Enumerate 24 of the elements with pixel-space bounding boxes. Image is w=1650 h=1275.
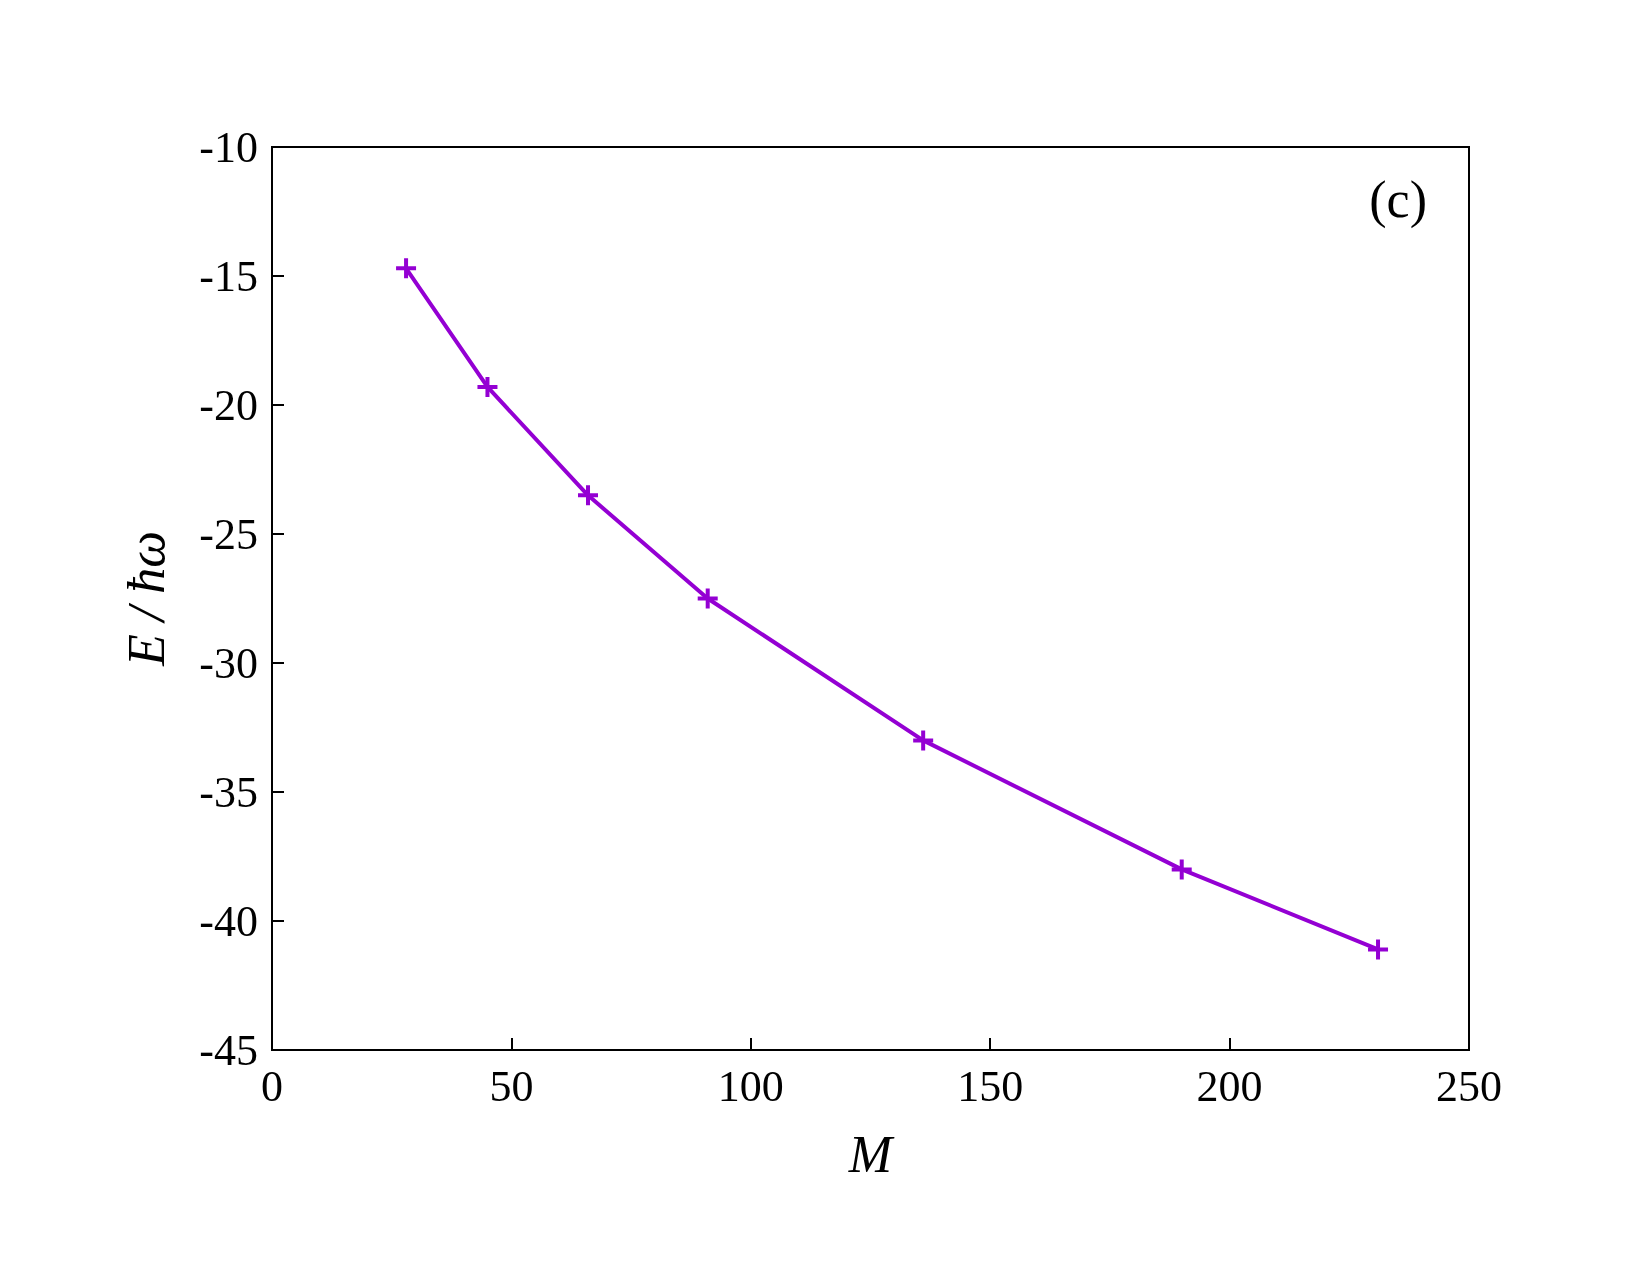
y-tick-label: -25 [199,509,258,559]
y-tick-label: -40 [199,896,258,946]
point [1171,859,1192,880]
x-tick-label: 200 [1196,1061,1263,1111]
point [477,376,498,397]
point [396,258,417,279]
y-tick-label: -45 [199,1025,258,1075]
x-tick-label: 250 [1436,1061,1502,1111]
x-tick-label: 50 [489,1061,534,1111]
x-tick-label: 150 [957,1061,1024,1111]
annotation: (c) [1369,170,1428,229]
y-tick-label: -35 [199,767,258,817]
point [913,730,934,751]
point [578,485,599,506]
y-tick-label: -10 [199,122,258,172]
x-tick-label: 0 [261,1061,283,1111]
point [697,588,718,609]
y-tick-label: -20 [199,380,258,430]
point [1368,939,1389,960]
x-axis-title: M [847,1125,895,1183]
y-axis-title: E / ħω [117,531,175,667]
y-tick-label: -15 [199,251,258,301]
x-tick-label: 100 [717,1061,784,1111]
y-tick-label: -30 [199,638,258,688]
